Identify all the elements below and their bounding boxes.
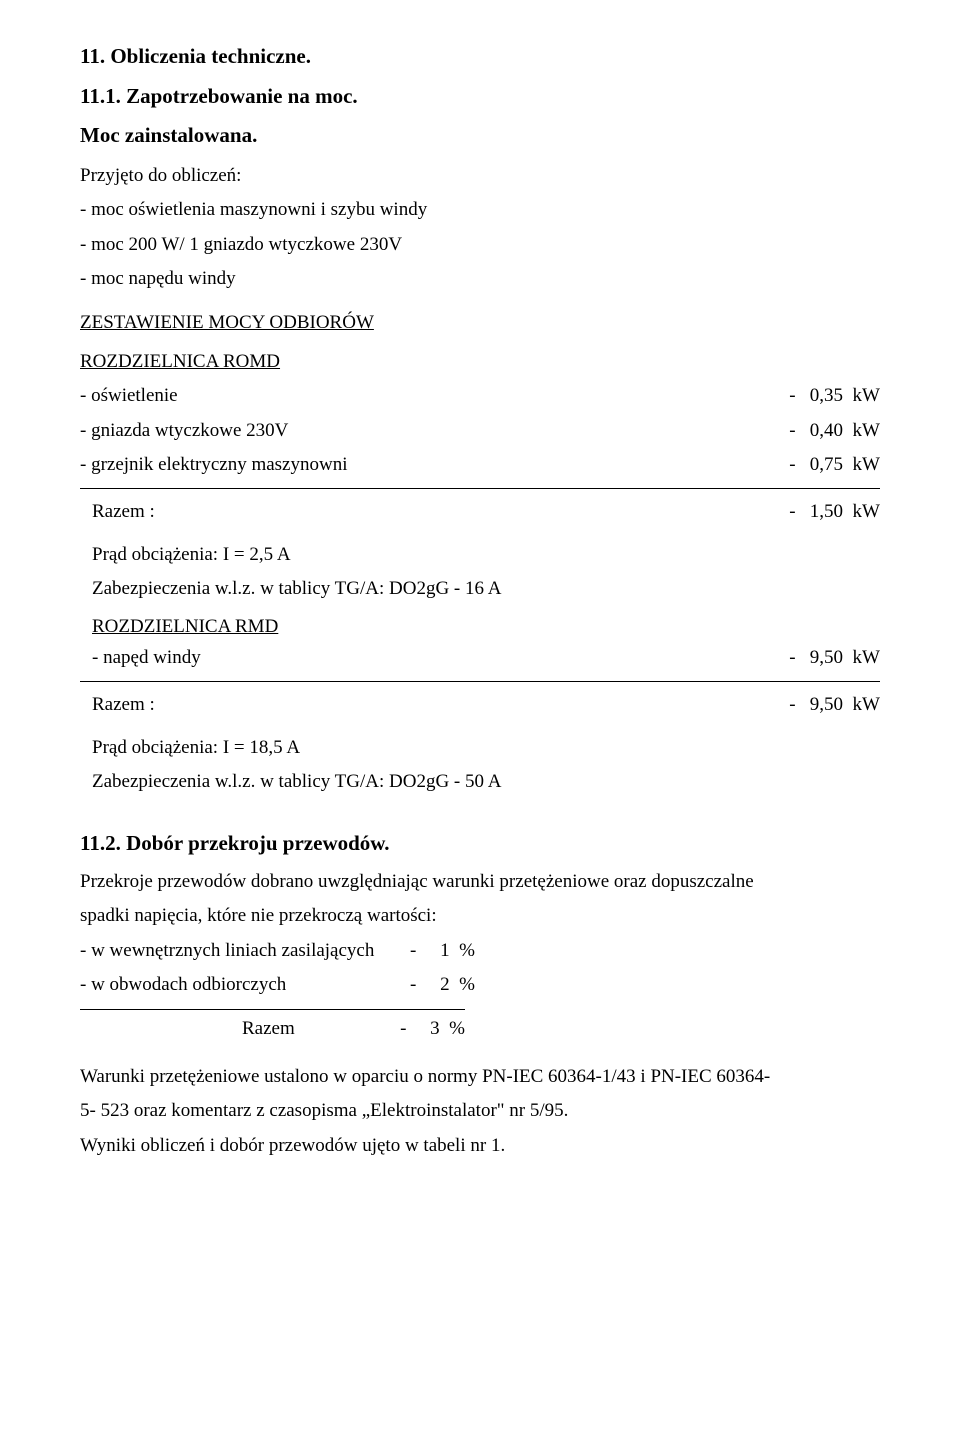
sec112-para2: spadki napięcia, które nie przekroczą wa… <box>80 901 880 931</box>
romd-row-1-value: - 0,35 kW <box>710 381 880 411</box>
zestawienie-heading: ZESTAWIENIE MOCY ODBIORÓW <box>80 308 880 338</box>
romd-row-1: - oświetlenie - 0,35 kW <box>80 381 880 411</box>
intro-line-4: - moc napędu windy <box>80 264 880 294</box>
sec112-razem-value: - 3 % <box>400 1014 465 1044</box>
sec112-para4: 5- 523 oraz komentarz z czasopisma „Elek… <box>80 1096 880 1126</box>
romd-heading: ROZDZIELNICA ROMD <box>80 347 880 377</box>
rmd-row-1: - napęd windy - 9,50 kW <box>80 643 880 673</box>
sec112-line1: - w wewnętrznych liniach zasilających - … <box>80 936 880 966</box>
intro-line-2: - moc oświetlenia maszynowni i szybu win… <box>80 195 880 225</box>
romd-zab: Zabezpieczenia w.l.z. w tablicy TG/A: DO… <box>80 574 880 604</box>
romd-razem-label: Razem : <box>92 497 155 527</box>
sec112-line2-label: - w obwodach odbiorczych <box>80 970 410 1000</box>
rmd-heading: ROZDZIELNICA RMD <box>80 612 880 642</box>
romd-divider <box>80 488 880 489</box>
rmd-razem-row: Razem : - 9,50 kW <box>80 690 880 720</box>
romd-row-2: - gniazda wtyczkowe 230V - 0,40 kW <box>80 416 880 446</box>
romd-row-3-value: - 0,75 kW <box>710 450 880 480</box>
rmd-razem-label: Razem : <box>92 690 155 720</box>
sec112-line2-value: - 2 % <box>410 970 475 1000</box>
intro-line-1: Przyjęto do obliczeń: <box>80 161 880 191</box>
sec112-divider <box>80 1009 465 1010</box>
rmd-razem-value: - 9,50 kW <box>710 690 880 720</box>
moc-heading: Moc zainstalowana. <box>80 119 880 153</box>
sec112-para3: Warunki przetężeniowe ustalono w oparciu… <box>80 1062 880 1092</box>
intro-line-3: - moc 200 W/ 1 gniazdo wtyczkowe 230V <box>80 230 880 260</box>
rmd-zab: Zabezpieczenia w.l.z. w tablicy TG/A: DO… <box>80 767 880 797</box>
romd-row-3-label: - grzejnik elektryczny maszynowni <box>80 450 710 480</box>
rmd-row-1-label: - napęd windy <box>92 643 710 673</box>
sec112-line1-label: - w wewnętrznych liniach zasilających <box>80 936 410 966</box>
romd-row-1-label: - oświetlenie <box>80 381 710 411</box>
rmd-divider <box>80 681 880 682</box>
sec112-para5: Wyniki obliczeń i dobór przewodów ujęto … <box>80 1131 880 1161</box>
doc-body: 11. Obliczenia techniczne. 11.1. Zapotrz… <box>80 40 880 1161</box>
romd-row-3: - grzejnik elektryczny maszynowni - 0,75… <box>80 450 880 480</box>
sec112-para1: Przekroje przewodów dobrano uwzględniają… <box>80 867 880 897</box>
sec112-razem-label: Razem <box>80 1014 400 1044</box>
heading-11: 11. Obliczenia techniczne. <box>80 40 880 74</box>
romd-row-2-label: - gniazda wtyczkowe 230V <box>80 416 710 446</box>
romd-row-2-value: - 0,40 kW <box>710 416 880 446</box>
sec112-razem-row: Razem - 3 % <box>80 1014 465 1044</box>
romd-razem-value: - 1,50 kW <box>710 497 880 527</box>
heading-11-2: 11.2. Dobór przekroju przewodów. <box>80 827 880 861</box>
rmd-row-1-value: - 9,50 kW <box>710 643 880 673</box>
heading-11-1: 11.1. Zapotrzebowanie na moc. <box>80 80 880 114</box>
romd-prad: Prąd obciążenia: I = 2,5 A <box>80 540 880 570</box>
sec112-line2: - w obwodach odbiorczych - 2 % <box>80 970 880 1000</box>
rmd-prad: Prąd obciążenia: I = 18,5 A <box>80 733 880 763</box>
romd-razem-row: Razem : - 1,50 kW <box>80 497 880 527</box>
sec112-line1-value: - 1 % <box>410 936 475 966</box>
